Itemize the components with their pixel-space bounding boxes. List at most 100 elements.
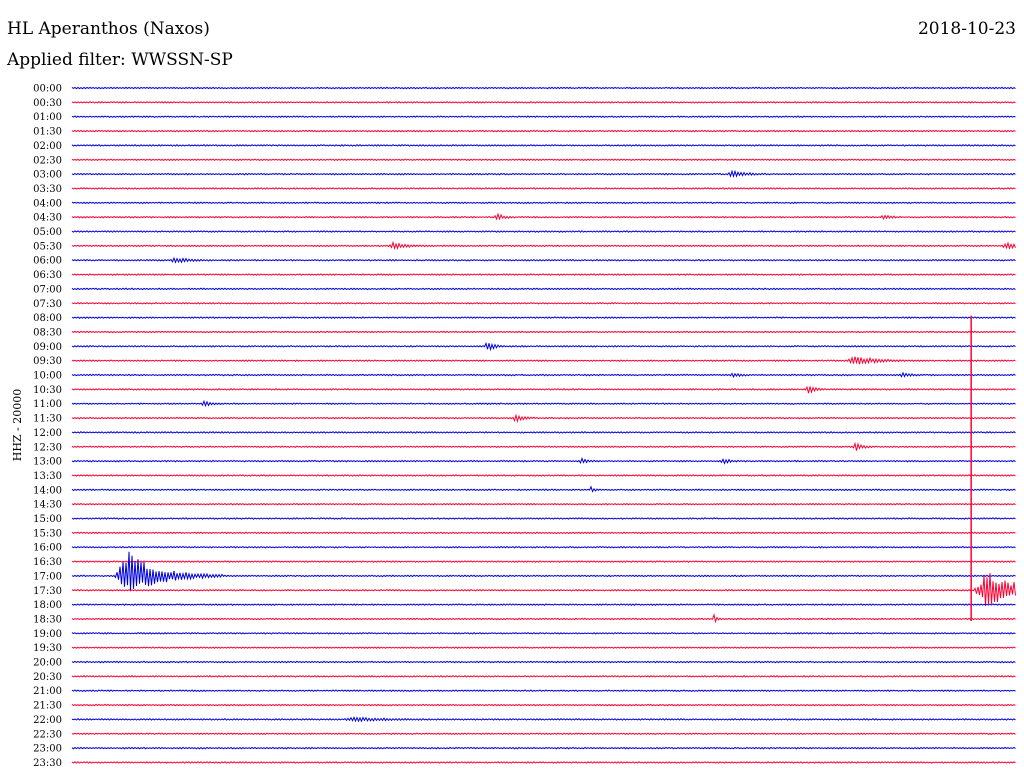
seismic-trace: [71, 371, 1016, 379]
filter-label: Applied filter: WWSSN-SP: [7, 50, 233, 70]
seismic-trace: [71, 385, 1016, 394]
row-time-label: 05:30: [33, 241, 62, 252]
seismic-trace: [71, 631, 1016, 635]
seismic-trace: [71, 613, 1016, 624]
row-time-label: 00:00: [33, 84, 62, 95]
seismic-trace: [71, 144, 1016, 147]
row-time-label: 00:30: [33, 98, 62, 109]
row-time-label: 07:30: [33, 299, 62, 310]
row-time-label: 21:00: [33, 686, 62, 697]
row-time-label: 01:30: [33, 127, 62, 138]
seismic-trace: [71, 572, 1016, 606]
row-time-label: 18:30: [33, 614, 62, 625]
row-time-label: 16:30: [33, 557, 62, 568]
seismic-trace: [71, 316, 1016, 319]
seismic-trace: [71, 502, 1016, 506]
seismic-trace: [71, 355, 1016, 365]
seismic-trace: [71, 517, 1016, 520]
seismic-trace: [71, 129, 1016, 133]
seismic-trace: [71, 703, 1016, 707]
seismic-trace: [71, 732, 1016, 736]
seismic-trace: [71, 158, 1016, 162]
station-title: HL Aperanthos (Naxos): [7, 19, 210, 39]
seismic-trace: [71, 201, 1016, 205]
row-time-label: 14:30: [33, 500, 62, 511]
seismic-trace: [71, 230, 1016, 233]
seismic-trace: [71, 746, 1016, 750]
seismic-trace: [71, 560, 1016, 563]
row-time-label: 12:00: [33, 428, 62, 439]
seismic-trace: [71, 603, 1016, 606]
row-time-label: 01:00: [33, 112, 62, 123]
row-time-label: 10:00: [33, 371, 62, 382]
row-time-label: 12:30: [33, 442, 62, 453]
row-time-label: 07:00: [33, 284, 62, 295]
row-time-label: 08:00: [33, 313, 62, 324]
seismic-trace: [71, 287, 1016, 291]
row-time-label: 14:00: [33, 485, 62, 496]
seismic-trace: [71, 545, 1016, 549]
row-time-label: 20:00: [33, 658, 62, 669]
seismic-trace: [71, 413, 1016, 423]
row-time-label: 16:00: [33, 543, 62, 554]
row-time-label: 09:00: [33, 342, 62, 353]
row-time-label: 18:00: [33, 600, 62, 611]
row-time-label: 11:00: [33, 399, 62, 410]
seismic-trace: [71, 330, 1016, 334]
seismic-trace: [71, 115, 1016, 119]
row-time-label: 20:30: [33, 672, 62, 683]
row-time-label: 15:30: [33, 528, 62, 539]
seismic-trace: [71, 187, 1016, 190]
row-time-label: 03:30: [33, 184, 62, 195]
row-time-label: 13:00: [33, 457, 62, 468]
row-time-label: 23:00: [33, 744, 62, 755]
seismic-trace: [71, 86, 1016, 90]
seismic-trace: [71, 101, 1016, 104]
seismic-trace: [71, 660, 1016, 664]
seismic-trace: [71, 212, 1016, 221]
row-time-label: 06:00: [33, 256, 62, 267]
seismic-trace: [71, 485, 1016, 493]
seismic-trace: [71, 675, 1016, 678]
date-label: 2018-10-23: [917, 19, 1016, 39]
seismic-trace: [71, 551, 1016, 591]
row-time-label: 19:00: [33, 629, 62, 640]
seismic-trace: [71, 689, 1016, 693]
row-time-label: 19:30: [33, 643, 62, 654]
row-time-label: 22:30: [33, 729, 62, 740]
seismic-trace: [71, 399, 1016, 408]
row-time-label: 02:30: [33, 155, 62, 166]
seismic-trace: [71, 531, 1016, 535]
row-time-label: 06:30: [33, 270, 62, 281]
seismic-trace: [71, 474, 1016, 477]
row-time-label: 09:30: [33, 356, 62, 367]
seismic-trace: [71, 256, 1016, 264]
row-time-label: 10:30: [33, 385, 62, 396]
seismic-trace: [71, 441, 1016, 451]
row-time-label: 17:30: [33, 586, 62, 597]
seismic-trace: [71, 341, 1016, 352]
row-time-label: 02:00: [33, 141, 62, 152]
row-time-label: 08:30: [33, 327, 62, 338]
row-time-label: 11:30: [33, 414, 62, 425]
seismic-trace: [71, 457, 1016, 465]
row-time-label: 21:30: [33, 701, 62, 712]
seismic-trace: [71, 240, 1016, 251]
seismic-trace: [71, 761, 1016, 764]
seismic-trace: [71, 431, 1016, 434]
row-time-label: 04:00: [33, 198, 62, 209]
row-time-label: 22:00: [33, 715, 62, 726]
row-time-label: 15:00: [33, 514, 62, 525]
seismic-trace: [71, 716, 1016, 723]
row-time-label: 04:30: [33, 213, 62, 224]
seismic-trace: [71, 273, 1016, 276]
seismic-trace: [71, 169, 1016, 179]
seismic-trace: [71, 646, 1016, 649]
row-time-label: 23:30: [33, 758, 62, 769]
row-time-label: 05:00: [33, 227, 62, 238]
row-time-label: 13:30: [33, 471, 62, 482]
row-time-label: 17:00: [33, 571, 62, 582]
seismic-trace: [71, 301, 1016, 305]
